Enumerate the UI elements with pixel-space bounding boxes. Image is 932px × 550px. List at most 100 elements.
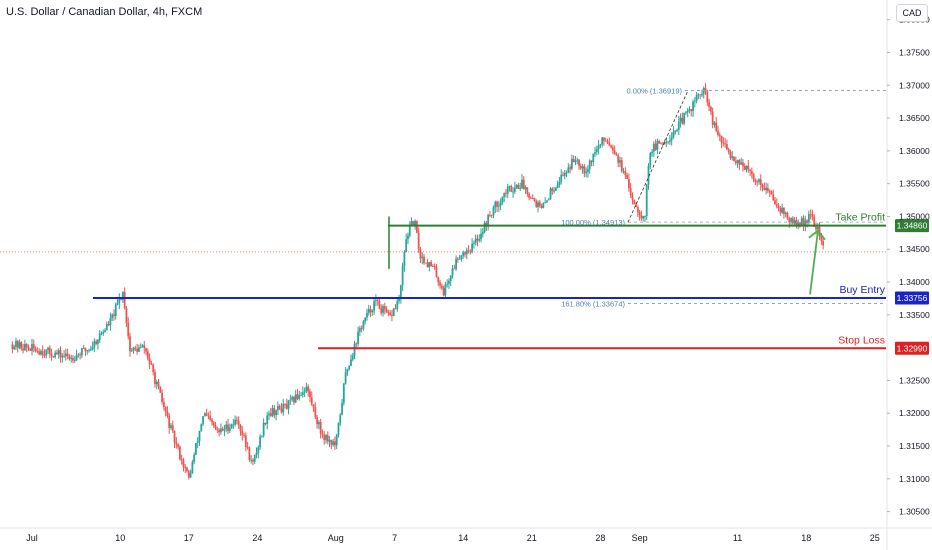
candle-body [79, 354, 82, 356]
candle-body [636, 207, 639, 212]
candle-body [772, 194, 775, 201]
candle-body [562, 174, 564, 176]
candle-body [603, 137, 605, 141]
candle-body [34, 348, 37, 351]
candle-body [774, 200, 776, 205]
candle-body [496, 201, 498, 207]
candle-body [481, 232, 484, 234]
candle-body [642, 216, 645, 219]
candle-body [389, 312, 392, 316]
candle-body [280, 408, 283, 413]
candle-body [652, 143, 655, 152]
candle-body [227, 424, 229, 431]
candle-body [433, 266, 436, 268]
candle-body [243, 435, 245, 436]
candle-body [490, 215, 493, 216]
candle-body [472, 243, 475, 244]
candle-body [499, 202, 502, 206]
candle-body [408, 225, 411, 236]
candle-body [464, 252, 466, 255]
candle-body [216, 428, 219, 431]
candle-body [715, 122, 718, 131]
y-tick-label: 1.35500 [899, 179, 930, 189]
candle-body [617, 155, 620, 163]
candle-body [474, 238, 477, 244]
candle-body [410, 221, 413, 226]
candle-body [358, 328, 361, 332]
candle-body [558, 181, 561, 185]
candle-body [109, 317, 112, 326]
candle-body [775, 204, 778, 207]
candle-body [542, 203, 545, 208]
candle-body [822, 240, 825, 246]
candle-body [759, 179, 762, 185]
candle-body [729, 151, 732, 158]
candle-body [54, 352, 57, 358]
candle-body [114, 304, 117, 316]
candle-body [816, 226, 819, 230]
candle-body [672, 132, 675, 138]
arrow-shaft [809, 230, 819, 295]
candle-body [738, 160, 741, 165]
candle-body [264, 422, 267, 425]
candle-body [679, 117, 682, 122]
candle-body [505, 193, 507, 194]
candle-body [196, 441, 199, 444]
candle-body [86, 350, 89, 352]
candle-body [97, 339, 99, 344]
candle-body [218, 430, 220, 433]
candle-body [27, 347, 30, 349]
candle-body [209, 416, 212, 420]
candle-body [195, 443, 197, 455]
candle-body [282, 404, 285, 413]
candle-body [717, 130, 719, 135]
candle-body [162, 402, 165, 408]
candle-body [385, 309, 388, 313]
chart-title: U.S. Dollar / Canadian Dollar, 4h, FXCM [6, 6, 203, 18]
candle-body [175, 442, 178, 445]
candle-body [421, 256, 424, 259]
buy-entry-price-text: 1.33756 [897, 293, 928, 303]
candle-body [38, 351, 41, 355]
candle-body [656, 141, 659, 150]
candle-body [236, 419, 238, 421]
candle-body [123, 292, 126, 309]
stop-loss-price-text: 1.32990 [897, 343, 928, 353]
candle-body [73, 360, 76, 361]
candle-body [624, 171, 627, 176]
candle-body [145, 348, 147, 352]
candle-body [599, 144, 602, 146]
candle-body [487, 214, 490, 227]
candle-body [25, 343, 28, 348]
candle-body [129, 336, 131, 352]
candle-body [791, 218, 794, 224]
candle-body [75, 355, 78, 361]
candle-body [587, 169, 589, 172]
candle-body [469, 251, 472, 253]
candle-body [271, 408, 274, 416]
candle-body [597, 145, 600, 150]
candle-body [41, 351, 44, 356]
candle-body [148, 358, 151, 365]
candle-body [665, 141, 668, 143]
candle-body [430, 261, 433, 267]
currency-selector[interactable]: CAD [896, 4, 928, 22]
candle-body [677, 121, 680, 130]
candle-body [20, 342, 23, 349]
candle-body [720, 135, 723, 143]
candle-body [540, 205, 543, 208]
candle-body [68, 356, 71, 359]
y-tick-label: 1.34500 [899, 244, 930, 254]
candle-body [52, 356, 55, 358]
candle-body [736, 160, 739, 164]
candle-body [647, 165, 650, 185]
candle-body [16, 340, 19, 348]
candle-body [756, 181, 759, 183]
candle-body [173, 430, 176, 443]
candle-body [212, 422, 215, 426]
x-tick-label: Sep [632, 533, 648, 543]
candle-body [758, 179, 760, 182]
candle-body [157, 381, 160, 387]
candle-body [638, 211, 641, 216]
